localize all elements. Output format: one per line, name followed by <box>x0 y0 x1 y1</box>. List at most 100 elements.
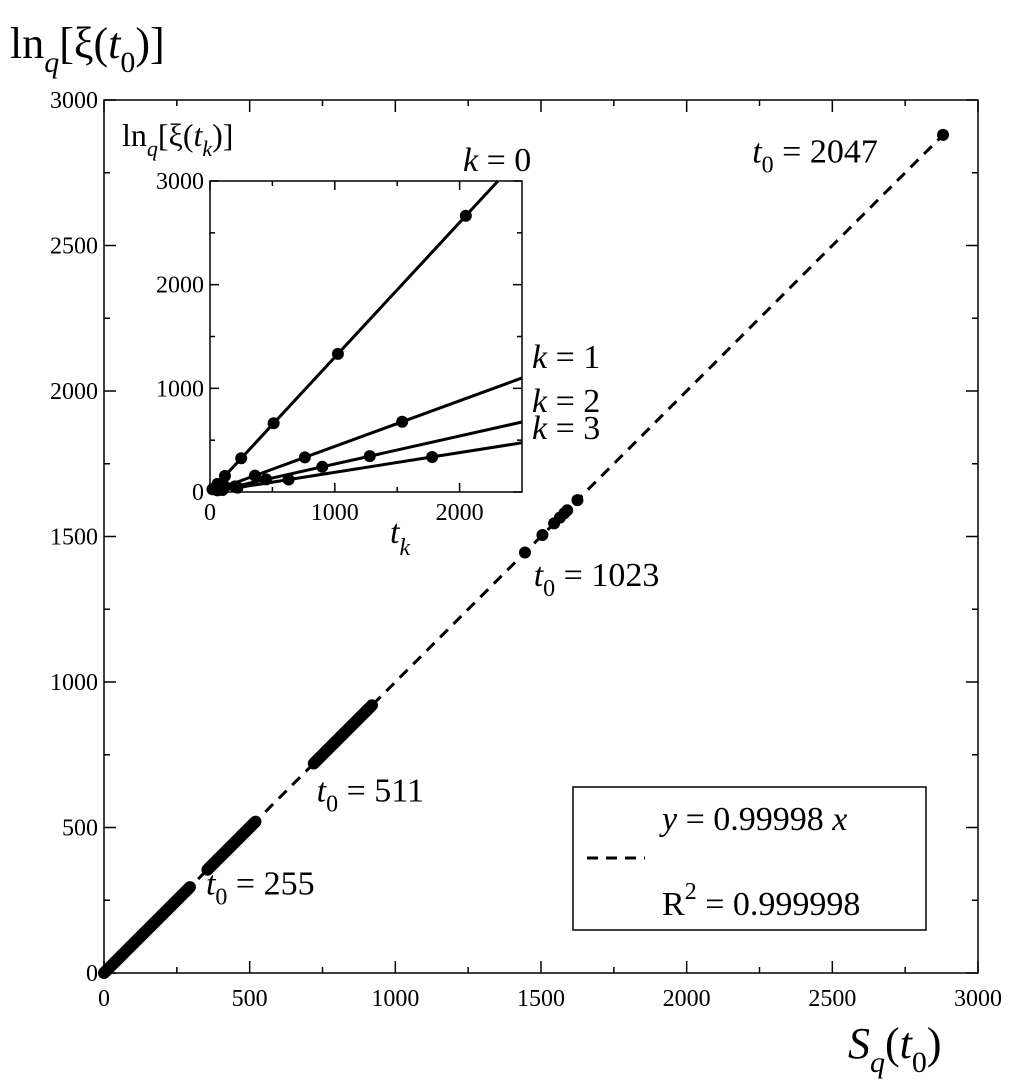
inset-data-point <box>298 451 311 464</box>
inset-series-label: k = 3 <box>532 410 600 447</box>
y-tick-label: 2500 <box>50 234 98 260</box>
inset-x-tick-label: 2000 <box>436 500 484 526</box>
ylabel-open: [ξ( <box>59 19 108 68</box>
inset-data-point <box>260 473 273 486</box>
data-point <box>561 504 574 517</box>
ylabel-sub: 0 <box>120 46 135 79</box>
data-point <box>571 494 584 507</box>
inset-series-value: = 2 <box>547 383 600 420</box>
inset-x-axis-label: tk <box>390 514 410 561</box>
ylabel-ln: ln <box>10 19 44 68</box>
xlabel-sub-q: q <box>870 1046 885 1079</box>
inset-series-labels: k = 0k = 1k = 2k = 3 <box>463 142 600 447</box>
ylabel-var: t <box>108 19 122 68</box>
inset-data-point <box>248 469 261 482</box>
inset-data-point <box>363 450 376 463</box>
annotation-sub: 0 <box>215 884 227 910</box>
data-point <box>249 815 262 828</box>
annotation-label: t0 = 2047 <box>752 134 878 179</box>
inset-series-value: = 0 <box>478 142 531 179</box>
main-axis-labels: lnq[ξ(t0)]Sq(t0) <box>10 19 942 1079</box>
inset-series-label: k = 0 <box>463 142 531 179</box>
inset-y-tick-label: 1000 <box>156 376 204 402</box>
inset-data-point <box>282 473 295 486</box>
xlabel-s: S <box>848 1019 870 1068</box>
inset-x-tick-label: 1000 <box>311 500 359 526</box>
x-tick-label: 0 <box>98 986 110 1012</box>
annotation-label: t0 = 511 <box>317 772 424 817</box>
inset-series-label: k = 2 <box>532 383 600 420</box>
main-x-axis-label: Sq(t0) <box>848 1019 942 1079</box>
main-data-points <box>98 128 950 979</box>
annotation-value: = 1023 <box>555 557 659 594</box>
inset-data-point <box>235 452 248 465</box>
legend-r-value: = 0.999998 <box>697 886 861 923</box>
main-axis-ticks: 0 500 1000 1500 2000 2500 30000500100015002000… <box>50 88 1002 1012</box>
inset-y-tick-label: 0 <box>192 480 204 506</box>
inset-series-lines <box>208 179 523 494</box>
inset-plot-frame <box>209 180 523 493</box>
legend-sup: 2 <box>685 879 697 905</box>
inset-data-point <box>331 347 344 360</box>
xlabel-close: ) <box>927 1019 942 1068</box>
y-tick-label: 500 <box>62 816 98 842</box>
inset-y-axis-label: lnq[ξ(tk)] <box>122 117 233 161</box>
x-tick-label: 1000 <box>371 986 419 1012</box>
inset-data-point <box>218 469 231 482</box>
x-tick-label: 2500 <box>808 986 856 1012</box>
inset-data-point <box>216 484 229 497</box>
inset-x-tick-label: 0 <box>204 500 216 526</box>
inset-data-point <box>267 417 280 430</box>
main-y-axis-label: lnq[ξ(t0)] <box>10 19 165 79</box>
inset-ylabel-sub-q: q <box>147 136 158 161</box>
inset-series-value: = 3 <box>547 410 600 447</box>
inset-data-point <box>426 450 439 463</box>
inset-series-k: k <box>532 410 548 447</box>
x-tick-label: 2000 <box>663 986 711 1012</box>
inset-ylabel-ln: ln <box>122 117 147 153</box>
inset-data-point <box>459 209 472 222</box>
xlabel-open: ( <box>885 1019 900 1068</box>
annotation-value: = 255 <box>227 865 314 902</box>
annotation-value: = 2047 <box>774 134 878 171</box>
xlabel-var: t <box>900 1019 914 1068</box>
y-tick-label: 1000 <box>50 670 98 696</box>
legend-x: x <box>831 801 847 838</box>
y-tick-label: 3000 <box>50 88 98 114</box>
inset-axis-labels: lnq[ξ(tk)]tk <box>122 117 410 561</box>
inset-ylabel-open: [ξ( <box>158 117 194 153</box>
inset-data-points <box>206 209 472 497</box>
annotation-value: = 511 <box>338 772 424 809</box>
ylabel-sub-q: q <box>44 46 59 79</box>
ylabel-close: )] <box>135 19 164 68</box>
inset-xlabel-sub: k <box>399 535 410 561</box>
annotation-label: t0 = 1023 <box>534 557 660 602</box>
data-point <box>183 881 196 894</box>
inset-series-line <box>209 376 523 494</box>
inset-series-line <box>208 179 500 494</box>
inset-series-k: k <box>532 339 548 376</box>
legend-r-squared: R2 = 0.999998 <box>662 879 860 923</box>
annotation-t: t <box>752 134 763 171</box>
annotation-sub: 0 <box>762 153 774 179</box>
inset-xlabel-t: t <box>390 514 401 551</box>
x-tick-label: 3000 <box>954 986 1002 1012</box>
inset-data-point <box>396 415 409 428</box>
data-point <box>937 128 950 141</box>
data-point <box>536 529 549 542</box>
inset-ylabel-var: t <box>193 117 203 153</box>
inset-y-tick-label: 3000 <box>156 169 204 195</box>
inset-ylabel-sub: k <box>202 136 213 161</box>
annotation-t: t <box>317 772 328 809</box>
annotation-label: t0 = 255 <box>206 865 315 910</box>
legend-eq: = 0.99998 <box>677 801 832 838</box>
xlabel-sub: 0 <box>912 1046 927 1079</box>
inset-plot-border <box>209 180 523 493</box>
inset-ylabel-close: )] <box>212 117 233 153</box>
annotation-t: t <box>534 557 545 594</box>
inset-series-k: k <box>532 383 548 420</box>
legend-equation: y = 0.99998 x <box>659 801 847 838</box>
annotation-sub: 0 <box>543 576 555 602</box>
